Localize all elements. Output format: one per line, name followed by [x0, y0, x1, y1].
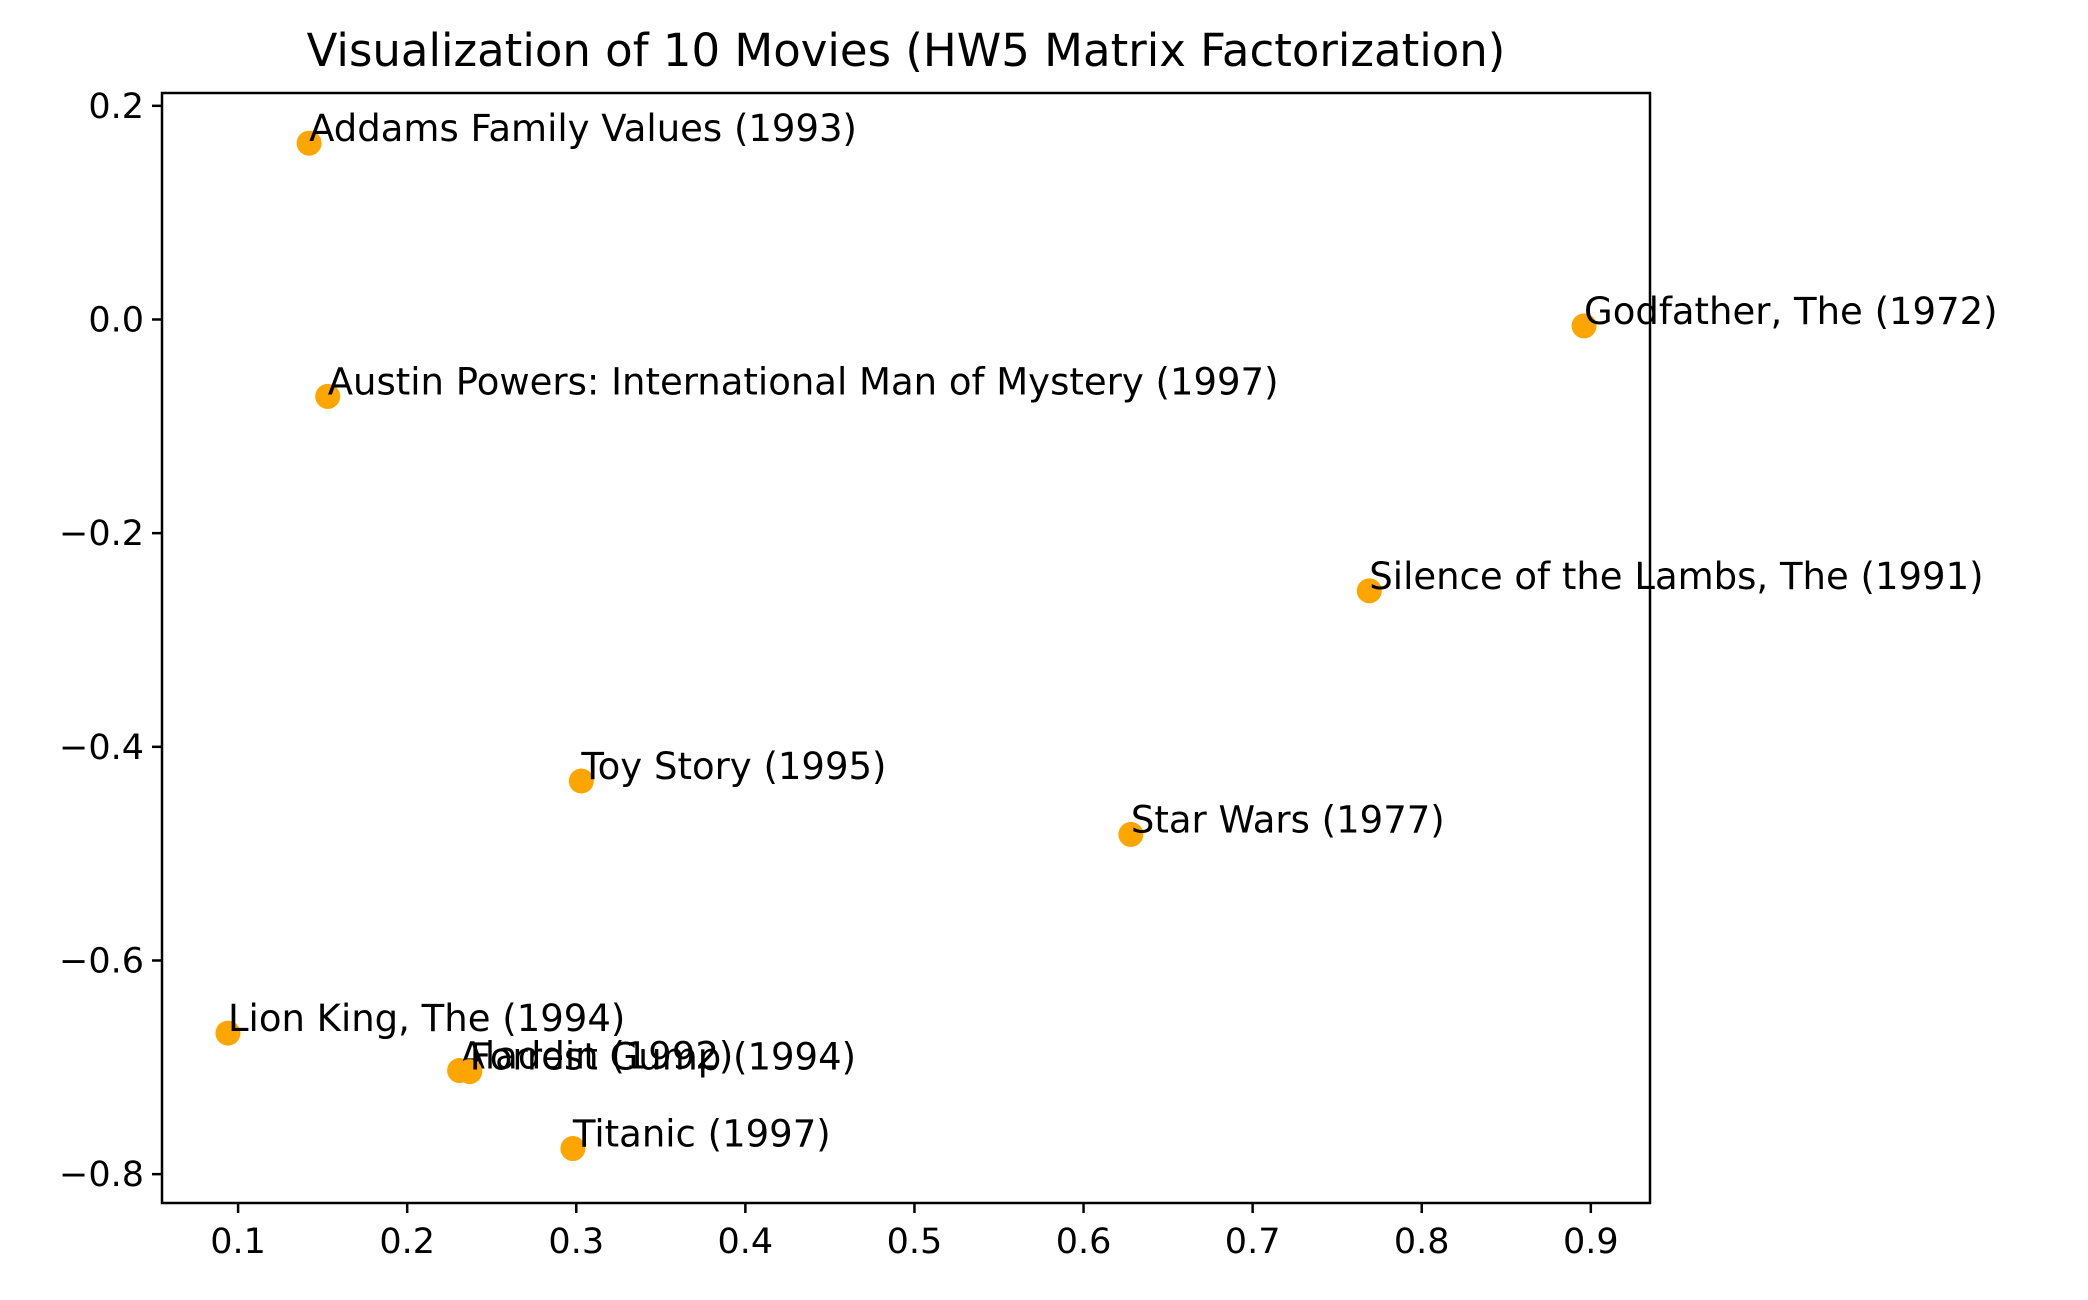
data-point	[1356, 578, 1382, 604]
point-label: Forrest Gump (1994)	[470, 1036, 856, 1079]
chart-title: Visualization of 10 Movies (HW5 Matrix F…	[307, 24, 1506, 77]
x-tick-label: 0.2	[379, 1222, 435, 1262]
point-label: Toy Story (1995)	[580, 745, 886, 788]
x-tick-label: 0.1	[210, 1222, 266, 1262]
data-point	[296, 130, 322, 156]
data-point	[1118, 821, 1144, 847]
y-tick-label: −0.8	[59, 1155, 144, 1195]
plot-area: 0.1 0.2 0.3 0.4 0.5 0.6 0.7 0.8 0.9 0.2 0.0 −0.2 −0.…	[59, 87, 1998, 1262]
y-tick-label: 0.0	[88, 300, 144, 340]
point-label: Austin Powers: International Man of Myst…	[328, 360, 1279, 403]
point-label: Addams Family Values (1993)	[309, 107, 857, 150]
x-tick-label: 0.4	[718, 1222, 774, 1262]
point-label: Lion King, The (1994)	[228, 997, 625, 1040]
point-label: Aladdin (1992)	[460, 1035, 734, 1078]
point-label: Titanic (1997)	[572, 1113, 831, 1156]
data-point	[215, 1020, 241, 1046]
data-point	[457, 1059, 483, 1085]
point-label: Godfather, The (1972)	[1584, 290, 1998, 333]
data-point	[1571, 313, 1597, 339]
x-tick-label: 0.9	[1563, 1222, 1619, 1262]
y-tick-label: 0.2	[88, 87, 144, 127]
data-point	[560, 1136, 586, 1162]
point-label: Star Wars (1977)	[1131, 798, 1445, 841]
y-tick-label: −0.4	[59, 728, 144, 768]
x-tick-label: 0.8	[1394, 1222, 1450, 1262]
axes-frame	[160, 91, 1652, 1205]
data-point	[568, 768, 594, 794]
x-tick-label: 0.5	[887, 1222, 943, 1262]
x-tick-label: 0.3	[548, 1222, 604, 1262]
x-tick-label: 0.6	[1056, 1222, 1112, 1262]
point-label: Silence of the Lambs, The (1991)	[1369, 555, 1983, 598]
y-tick-label: −0.2	[59, 514, 144, 554]
x-tick-label: 0.7	[1225, 1222, 1281, 1262]
data-point	[315, 383, 341, 409]
y-tick-label: −0.6	[59, 941, 144, 981]
